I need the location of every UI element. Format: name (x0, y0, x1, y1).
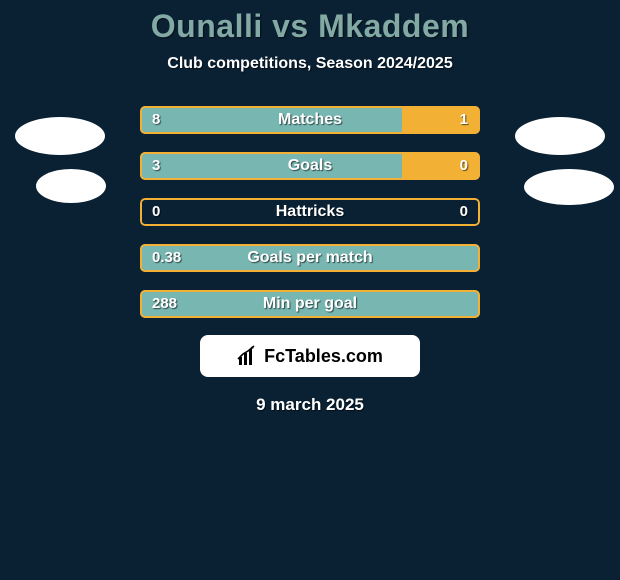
stats-panel: Matches81Goals30Hattricks00Goals per mat… (0, 97, 620, 327)
stat-row: Hattricks0 0 (0, 189, 620, 235)
stat-label: Goals (140, 152, 480, 180)
page-title: Ounalli vs Mkaddem (0, 0, 620, 45)
stat-row: Goals per match0.38 (0, 235, 620, 281)
stat-value-right: 0 (460, 152, 468, 180)
player-left-name: Ounalli (151, 8, 263, 44)
player-right-name: Mkaddem (318, 8, 469, 44)
stat-value-left: 0.38 (152, 244, 181, 272)
stat-row: Min per goal288 (0, 281, 620, 327)
chart-icon (237, 345, 259, 367)
stat-label: Matches (140, 106, 480, 134)
stat-value-left: 3 (152, 152, 160, 180)
vs-label: vs (272, 8, 309, 44)
stat-value-right: 0 (460, 198, 468, 226)
stat-value-left: 8 (152, 106, 160, 134)
stat-label: Min per goal (140, 290, 480, 318)
stat-label: Hattricks (140, 198, 480, 226)
stat-label: Goals per match (140, 244, 480, 272)
stat-value-left: 288 (152, 290, 177, 318)
subtitle: Club competitions, Season 2024/2025 (0, 55, 620, 73)
stat-row: Goals3 0 (0, 143, 620, 189)
date-label: 9 march 2025 (0, 395, 620, 415)
stat-value-right: 1 (460, 106, 468, 134)
brand-text: FcTables.com (264, 346, 383, 367)
stat-value-left: 0 (152, 198, 160, 226)
brand-box: FcTables.com (200, 335, 420, 377)
stat-row: Matches8 1 (0, 97, 620, 143)
